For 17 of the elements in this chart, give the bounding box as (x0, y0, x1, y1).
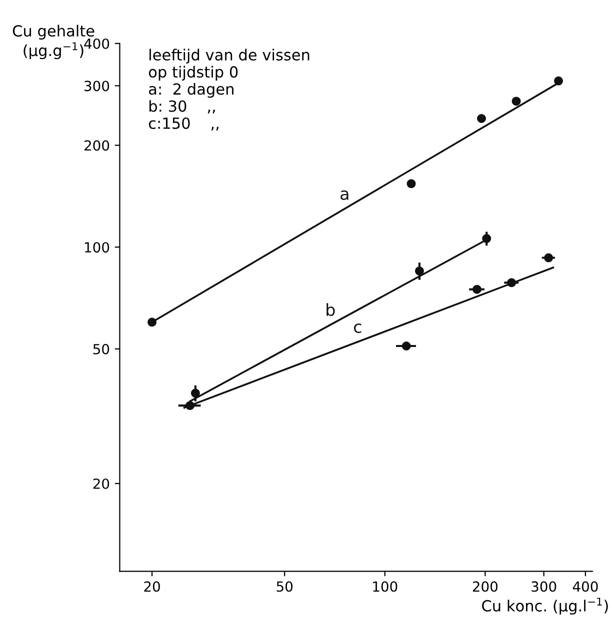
y-tick-label: 400 (84, 38, 110, 49)
y-tick-label: 200 (84, 140, 110, 151)
x-tick-label: 300 (532, 581, 556, 592)
x-tick-label: 50 (276, 581, 293, 592)
y-tick-label: 20 (93, 478, 110, 489)
series-label: a (340, 190, 348, 200)
y-tick-label: 50 (93, 344, 110, 354)
x-tick-label: 400 (572, 581, 598, 592)
x-axis-title: Cu konc. (μg.l$^{−1}$) (482, 598, 608, 615)
y-tick-label: 300 (84, 80, 110, 92)
x-tick-label: 20 (144, 581, 160, 592)
x-tick-label: 100 (373, 581, 398, 592)
series-label: c (354, 323, 362, 334)
annotation: leeftijd van de vissen op tijdstip 0 a: 2 dagen b: 30 ,, c:150 ,, (148, 48, 310, 131)
x-tick-label: 200 (472, 581, 498, 592)
y-tick-label: 100 (85, 242, 110, 253)
series-label: b (326, 303, 335, 316)
